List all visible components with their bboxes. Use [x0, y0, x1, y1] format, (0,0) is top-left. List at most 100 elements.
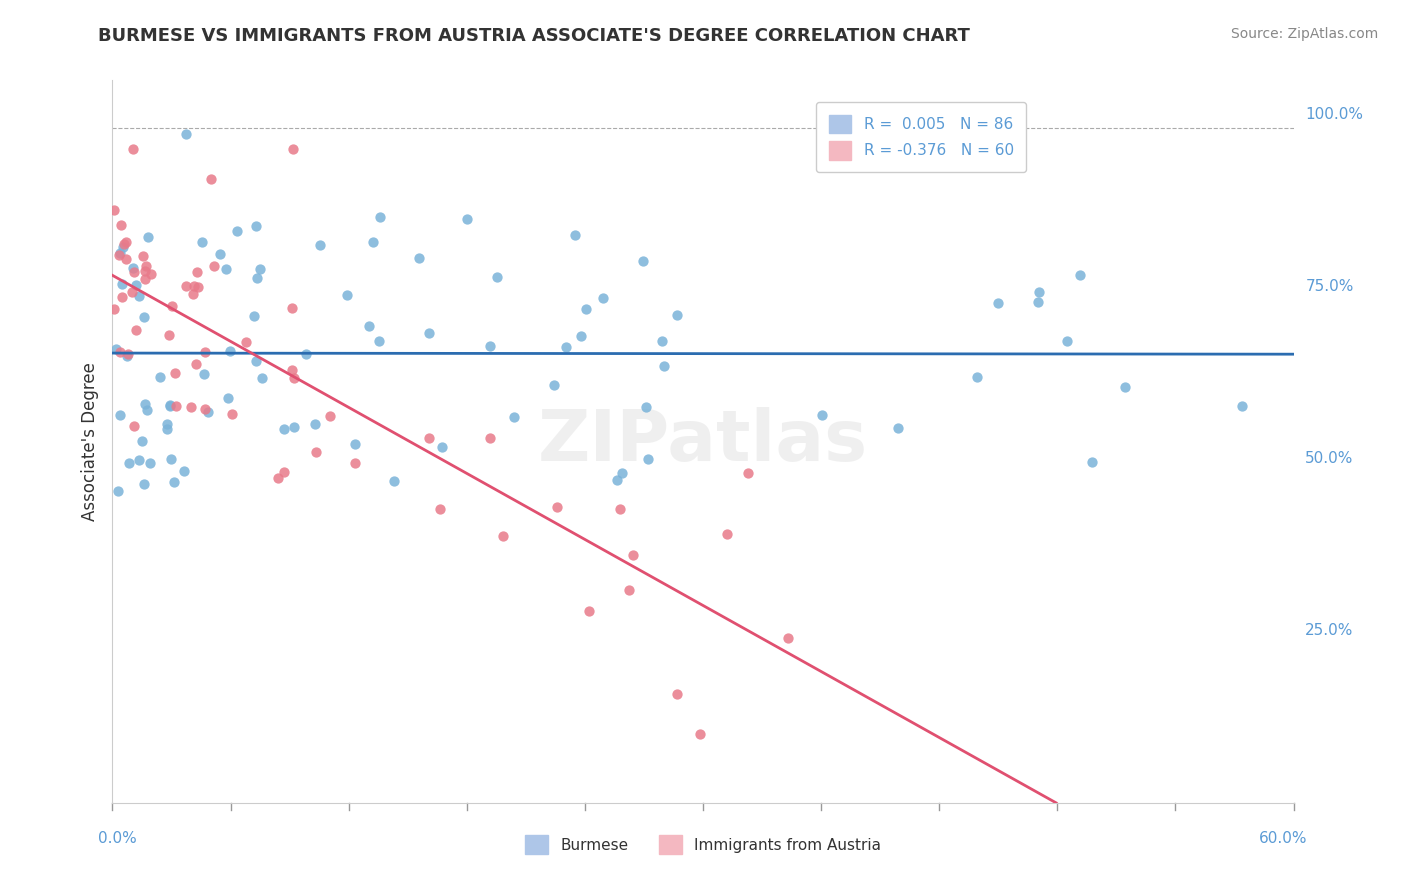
- Point: [368, 334, 391, 348]
- Point: [194, 401, 217, 416]
- Point: [1114, 380, 1136, 394]
- Point: [486, 269, 509, 284]
- Point: [665, 687, 688, 701]
- Point: [564, 227, 586, 242]
- Point: [665, 308, 688, 322]
- Text: 75.0%: 75.0%: [1305, 279, 1354, 294]
- Point: [125, 277, 148, 292]
- Point: [156, 422, 179, 436]
- Point: [343, 437, 366, 451]
- Point: [418, 326, 440, 340]
- Point: [651, 334, 673, 348]
- Point: [273, 422, 295, 436]
- Point: [186, 265, 208, 279]
- Point: [1081, 454, 1104, 468]
- Y-axis label: Associate's Degree: Associate's Degree: [80, 362, 98, 521]
- Point: [115, 252, 138, 266]
- Point: [121, 285, 143, 299]
- Point: [183, 279, 205, 293]
- Point: [111, 277, 134, 291]
- Point: [1026, 295, 1049, 310]
- Point: [308, 238, 330, 252]
- Point: [174, 279, 197, 293]
- Point: [546, 500, 568, 514]
- Point: [245, 353, 267, 368]
- Point: [135, 259, 157, 273]
- Point: [652, 359, 675, 373]
- Point: [149, 370, 172, 384]
- Point: [250, 370, 273, 384]
- Point: [609, 502, 631, 516]
- Point: [165, 366, 187, 380]
- Point: [382, 474, 405, 488]
- Point: [716, 527, 738, 541]
- Point: [108, 248, 131, 262]
- Point: [200, 172, 222, 186]
- Point: [245, 219, 267, 233]
- Point: [304, 417, 326, 431]
- Point: [887, 421, 910, 435]
- Point: [610, 466, 633, 480]
- Point: [103, 302, 125, 317]
- Point: [110, 219, 132, 233]
- Point: [173, 464, 195, 478]
- Text: Source: ZipAtlas.com: Source: ZipAtlas.com: [1230, 27, 1378, 41]
- Point: [479, 339, 502, 353]
- Point: [111, 290, 134, 304]
- Point: [1028, 285, 1050, 299]
- Point: [197, 405, 219, 419]
- Point: [217, 391, 239, 405]
- Point: [121, 142, 143, 156]
- Point: [295, 347, 318, 361]
- Point: [122, 419, 145, 434]
- Point: [221, 407, 243, 421]
- Point: [139, 267, 162, 281]
- Point: [361, 235, 384, 249]
- Point: [226, 224, 249, 238]
- Point: [432, 441, 454, 455]
- Point: [1069, 268, 1091, 283]
- Point: [103, 202, 125, 217]
- Point: [135, 402, 157, 417]
- Point: [156, 417, 179, 431]
- Point: [118, 456, 141, 470]
- Point: [139, 456, 162, 470]
- Point: [215, 261, 238, 276]
- Text: ZIPatlas: ZIPatlas: [538, 407, 868, 476]
- Point: [134, 396, 156, 410]
- Point: [280, 301, 302, 315]
- Point: [637, 451, 659, 466]
- Point: [117, 346, 139, 360]
- Point: [165, 399, 187, 413]
- Point: [131, 434, 153, 449]
- Point: [187, 280, 209, 294]
- Point: [125, 323, 148, 337]
- Point: [408, 251, 430, 265]
- Point: [134, 310, 156, 325]
- Point: [104, 342, 127, 356]
- Point: [554, 340, 576, 354]
- Point: [575, 302, 598, 317]
- Text: BURMESE VS IMMIGRANTS FROM AUSTRIA ASSOCIATE'S DEGREE CORRELATION CHART: BURMESE VS IMMIGRANTS FROM AUSTRIA ASSOC…: [98, 27, 970, 45]
- Point: [1230, 400, 1253, 414]
- Point: [617, 582, 640, 597]
- Point: [283, 371, 305, 385]
- Point: [190, 235, 212, 249]
- Point: [124, 265, 146, 279]
- Point: [368, 210, 391, 224]
- Point: [1056, 334, 1078, 349]
- Text: 50.0%: 50.0%: [1305, 451, 1354, 467]
- Point: [134, 264, 156, 278]
- Point: [479, 431, 502, 445]
- Point: [418, 431, 440, 445]
- Point: [359, 318, 381, 333]
- Point: [218, 344, 240, 359]
- Legend: Burmese, Immigrants from Austria: Burmese, Immigrants from Austria: [519, 830, 887, 860]
- Point: [636, 400, 658, 414]
- Point: [122, 260, 145, 275]
- Point: [160, 299, 183, 313]
- Point: [543, 378, 565, 392]
- Point: [633, 254, 655, 268]
- Point: [305, 444, 328, 458]
- Point: [183, 286, 205, 301]
